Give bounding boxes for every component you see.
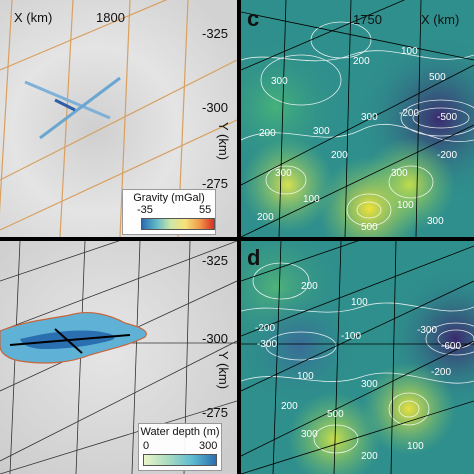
contour-label: 100 <box>351 297 368 308</box>
contour-label: 500 <box>361 222 378 233</box>
y-axis-label: Y (km) <box>216 351 231 390</box>
y-tick-label: -325 <box>202 253 229 268</box>
contour-label: -200 <box>399 108 420 119</box>
y-tick-label: -275 <box>202 176 229 191</box>
contour-label: 200 <box>301 281 318 292</box>
contour-label: -100 <box>341 331 362 342</box>
legend-title: Water depth (m) <box>140 426 220 438</box>
x-axis-label: X (km) <box>421 12 460 27</box>
contour-label: -300 <box>417 325 438 336</box>
contour-label: -200 <box>431 367 452 378</box>
gravity-legend: Gravity (mGal) -35 55 <box>122 189 216 235</box>
y-tick-label: -300 <box>202 100 229 115</box>
contour-label: -200 <box>437 150 458 161</box>
x-tick-label: 1800 <box>96 10 125 25</box>
contour-label: 300 <box>427 216 444 227</box>
contour-label: 100 <box>297 371 314 382</box>
contour-label: 100 <box>407 441 424 452</box>
water-depth-legend: Water depth (m) 0 300 <box>138 423 222 471</box>
contour-label: 200 <box>353 56 370 67</box>
legend-min-label: 0 <box>143 440 150 452</box>
legend-max-label: 55 <box>199 204 212 216</box>
contour-label: 300 <box>361 112 378 123</box>
legend-max-label: 300 <box>199 440 218 452</box>
contour-label: -300 <box>257 339 278 350</box>
contour-label: 200 <box>257 212 274 223</box>
contour-label: 500 <box>429 72 446 83</box>
panel-b-map <box>0 241 237 474</box>
contour-lines <box>241 262 474 454</box>
panel-c-map <box>241 0 474 237</box>
contour-label: 300 <box>301 429 318 440</box>
contour-label: 200 <box>281 401 298 412</box>
gravity-anomaly-profiles <box>24 76 121 140</box>
x-axis-label: X (km) <box>14 10 53 25</box>
y-tick-label: -300 <box>202 331 229 346</box>
x-tick-label: 1750 <box>353 12 382 27</box>
contour-label: 300 <box>313 126 330 137</box>
y-tick-label: -275 <box>202 405 229 420</box>
panel-d-map <box>241 241 474 474</box>
panel-b-water-depth: -325 -300 -275 Y (km) Water depth (m) 0 … <box>0 241 237 474</box>
contour-label: 500 <box>327 409 344 420</box>
legend-min-label: -35 <box>137 204 153 216</box>
panel-a-gravity-profiles: X (km) 1800 -325 -300 -275 Y (km) Gravit… <box>0 0 237 237</box>
track-lines <box>241 0 474 237</box>
y-axis-label: Y (km) <box>216 122 231 161</box>
panel-letter: c <box>247 6 260 31</box>
contour-label: 100 <box>303 194 320 205</box>
panel-letter: d <box>247 245 261 270</box>
contour-label: -200 <box>255 323 276 334</box>
contour-label: 200 <box>331 150 348 161</box>
depth-colorbar <box>143 454 217 466</box>
gravity-colorbar <box>141 218 215 230</box>
contour-label: 300 <box>391 168 408 179</box>
contour-label: 300 <box>275 168 292 179</box>
contour-label: 200 <box>361 451 378 462</box>
contour-label: 100 <box>401 46 418 57</box>
contour-label: 200 <box>259 128 276 139</box>
track-lines <box>241 241 474 474</box>
y-tick-label: -325 <box>202 26 229 41</box>
profile-lines <box>9 328 131 354</box>
legend-title: Gravity (mGal) <box>133 192 205 204</box>
panel-d-contour-map: d -300 -200 -100 -600 200 100 100 300 -3… <box>241 241 474 474</box>
panel-c-contour-map: c 1750 X (km) 300 200 100 200 300 500 30… <box>241 0 474 237</box>
contour-label: 300 <box>271 76 288 87</box>
contour-label: -600 <box>441 341 462 352</box>
panel-a-map <box>0 0 237 237</box>
contour-label: -500 <box>437 112 458 123</box>
contour-label: 100 <box>397 200 414 211</box>
contour-label: 300 <box>361 379 378 390</box>
